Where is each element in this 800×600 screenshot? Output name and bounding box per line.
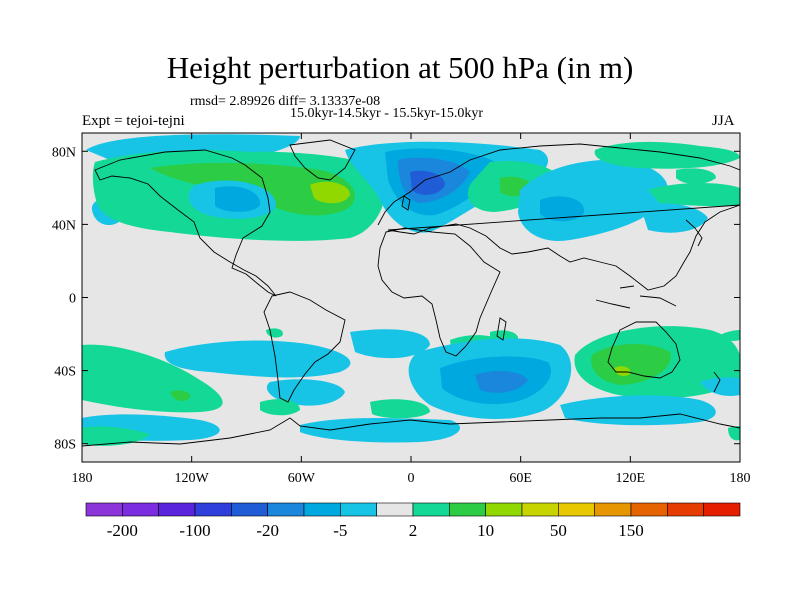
coastline-eurasia (377, 143, 740, 291)
colorbar-box (485, 502, 523, 517)
lon-tick-label: 60W (288, 471, 316, 486)
anomaly-region (164, 340, 351, 378)
anomaly-region (170, 390, 191, 401)
anomaly-region (215, 186, 261, 212)
coastline-madagascar (496, 317, 507, 341)
colorbar-box (449, 502, 486, 517)
anomaly-region (266, 379, 345, 406)
colorbar-box (122, 502, 159, 517)
colorbar-box (340, 502, 377, 517)
coastline-british-isles (401, 195, 411, 211)
colorbar-box (667, 502, 704, 517)
coastlines (82, 139, 740, 447)
season-label: JJA (712, 113, 735, 129)
lat-tick-label: 40N (52, 218, 76, 233)
anomaly-region (370, 399, 430, 419)
lon-tick-label: 180 (730, 471, 751, 486)
stats-line: rmsd= 2.89926 diff= 3.13337e-08 (190, 94, 381, 109)
colorbar-label: -200 (107, 521, 138, 540)
colorbar-label: -5 (333, 521, 347, 540)
coastline-greenland (289, 139, 356, 181)
coastline-australia (607, 321, 681, 379)
anomaly-region (594, 141, 740, 169)
colorbar-box (303, 502, 341, 517)
lon-tick-label: 120W (175, 471, 210, 486)
lon-tick-label: 180 (72, 471, 93, 486)
colorbar-label: 10 (477, 521, 494, 540)
lon-tick-label: 0 (408, 471, 415, 486)
colorbar-box (231, 502, 268, 517)
colorbar-label: -100 (179, 521, 210, 540)
coastline-new-zealand (713, 371, 721, 393)
anomaly-region (648, 183, 740, 207)
anomaly-region (700, 377, 740, 396)
colorbar-box (194, 502, 232, 517)
colorbar-label: 2 (409, 521, 418, 540)
colorbar-label: -20 (256, 521, 279, 540)
anomaly-region (591, 344, 671, 385)
colorbar-box (703, 502, 741, 517)
coastline-south-america (263, 291, 346, 403)
lat-tick-label: 80S (54, 438, 76, 453)
anomaly-region (475, 370, 528, 393)
colorbar-box (412, 502, 450, 517)
coastline-japan (685, 219, 703, 247)
lon-tick-label: 120E (616, 471, 646, 486)
colorbar-box (558, 502, 595, 517)
coastline-indonesia (595, 285, 677, 309)
anomaly-region (676, 168, 716, 184)
lat-tick-label: 0 (69, 292, 76, 307)
colorbar: -200 -100 -20 -5 2 10 50 150 (85, 502, 741, 540)
lat-tick-label: 80N (52, 145, 76, 160)
colorbar-box (267, 502, 305, 517)
anomaly-region (728, 426, 740, 441)
colorbar-label: 50 (550, 521, 567, 540)
page-title: Height perturbation at 500 hPa (in m) (166, 50, 634, 85)
lat-tick-label: 40S (54, 365, 76, 380)
anomaly-region (300, 417, 460, 443)
anomaly-region (82, 426, 150, 446)
colorbar-box (376, 502, 414, 517)
colorbar-box (594, 502, 632, 517)
coastline-north-america (94, 149, 277, 297)
anomaly-region (350, 329, 430, 359)
anomaly-region (614, 366, 631, 376)
anomaly-region (540, 196, 585, 222)
colorbar-label: 150 (618, 521, 644, 540)
coastline-antarctica (82, 413, 740, 447)
colorbar-box (521, 502, 559, 517)
colorbar-box (158, 502, 196, 517)
colorbar-box (85, 502, 123, 517)
coastline-africa (377, 227, 501, 357)
anomaly-contours (82, 134, 740, 446)
lon-tick-label: 60E (509, 471, 532, 486)
anomaly-region (310, 181, 350, 204)
colorbar-box (630, 502, 668, 517)
periods-line: 15.0kyr-14.5kyr - 15.5kyr-15.0kyr (290, 106, 484, 121)
anomaly-region (260, 399, 300, 416)
experiment-label: Expt = tejoi-tejni (82, 113, 185, 129)
axis-ticks: 80N 40N 0 40S 80S 180 120W 60W 0 60E 120E 180 (52, 133, 751, 486)
